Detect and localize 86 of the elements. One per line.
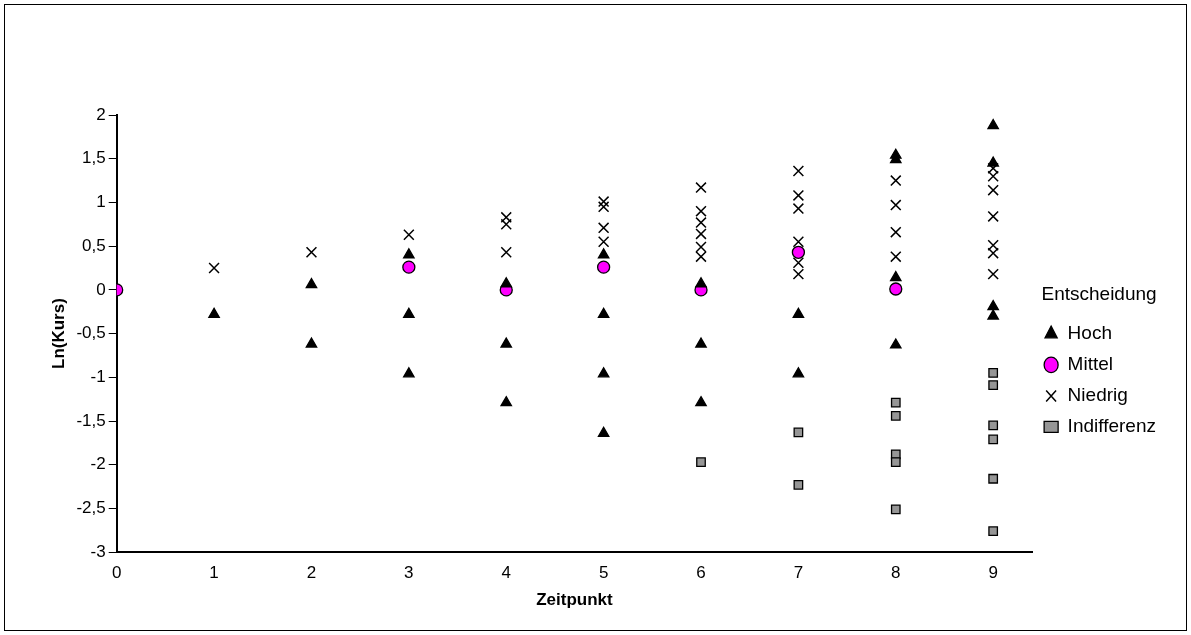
point xyxy=(988,473,999,484)
point xyxy=(890,410,901,421)
x-tick-label: 0 xyxy=(111,563,122,583)
point xyxy=(988,434,999,445)
legend-label: Hoch xyxy=(1067,322,1112,344)
y-tick-label: 2 xyxy=(96,104,106,124)
point xyxy=(402,260,416,274)
x-axis-title: Zeitpunkt xyxy=(536,590,613,610)
point xyxy=(987,299,1000,311)
y-tick-label: -0,5 xyxy=(76,323,106,343)
y-tick-label: -2 xyxy=(90,454,106,474)
point xyxy=(500,246,512,258)
point xyxy=(597,307,610,319)
point xyxy=(597,248,610,259)
y-tick-label: -1 xyxy=(90,367,106,387)
point xyxy=(987,118,1000,130)
x-tick-label: 6 xyxy=(696,563,706,583)
point xyxy=(596,260,611,274)
point xyxy=(208,307,220,319)
point xyxy=(208,262,220,274)
point xyxy=(890,199,902,211)
point xyxy=(890,250,902,263)
point xyxy=(988,420,999,431)
x-tick-label: 7 xyxy=(793,563,804,583)
point xyxy=(987,210,999,223)
point xyxy=(500,337,513,348)
point xyxy=(403,307,415,319)
point xyxy=(791,245,806,259)
point xyxy=(890,174,902,187)
point xyxy=(696,457,706,468)
point xyxy=(695,337,707,348)
point xyxy=(890,457,901,468)
x-tick-label: 2 xyxy=(306,563,317,583)
point xyxy=(305,246,318,258)
point xyxy=(987,268,999,280)
point xyxy=(403,367,415,378)
point xyxy=(403,248,415,259)
point xyxy=(988,380,999,391)
y-axis-title: Ln(Kurs) xyxy=(48,298,68,370)
x-tick-label: 5 xyxy=(598,563,609,583)
point xyxy=(889,270,902,282)
x-tick-label: 9 xyxy=(988,563,998,583)
point xyxy=(987,156,1000,167)
y-tick-label: 0 xyxy=(96,279,106,299)
point xyxy=(695,396,707,407)
y-tick-label: -1,5 xyxy=(76,410,106,430)
point xyxy=(792,236,805,248)
y-tick-label: -2,5 xyxy=(76,498,106,518)
point xyxy=(695,277,707,288)
point xyxy=(890,397,901,408)
x-tick-label: 4 xyxy=(501,563,511,583)
legend-label: Indifferenz xyxy=(1067,415,1157,437)
point xyxy=(793,479,804,490)
point xyxy=(305,277,318,289)
x-tick-label: 3 xyxy=(404,563,414,583)
y-tick-label: 1 xyxy=(96,192,106,212)
point xyxy=(792,367,805,378)
x-tick-label: 8 xyxy=(891,563,901,583)
point xyxy=(890,226,902,238)
point xyxy=(305,337,318,348)
point xyxy=(500,396,513,407)
point xyxy=(889,282,903,296)
point xyxy=(987,309,1000,320)
y-tick-label: 0,5 xyxy=(82,235,106,255)
point xyxy=(597,426,610,437)
point xyxy=(597,367,610,378)
x-tick-label: 1 xyxy=(209,563,219,583)
point xyxy=(987,184,999,196)
point xyxy=(597,195,610,208)
point xyxy=(988,526,999,537)
point xyxy=(988,368,999,378)
point xyxy=(792,165,805,177)
point xyxy=(792,307,805,319)
point xyxy=(403,229,415,241)
y-tick-label: -3 xyxy=(90,541,106,561)
y-tick-label: 1,5 xyxy=(82,148,106,168)
point xyxy=(889,338,902,349)
point xyxy=(597,201,610,213)
point xyxy=(597,236,610,248)
legend-title: Entscheidung xyxy=(1041,283,1157,305)
point xyxy=(597,222,610,234)
point xyxy=(695,181,707,194)
legend-label: Niedrig xyxy=(1067,384,1128,406)
point xyxy=(890,504,901,515)
point xyxy=(500,277,513,288)
legend-label: Mittel xyxy=(1067,353,1114,375)
